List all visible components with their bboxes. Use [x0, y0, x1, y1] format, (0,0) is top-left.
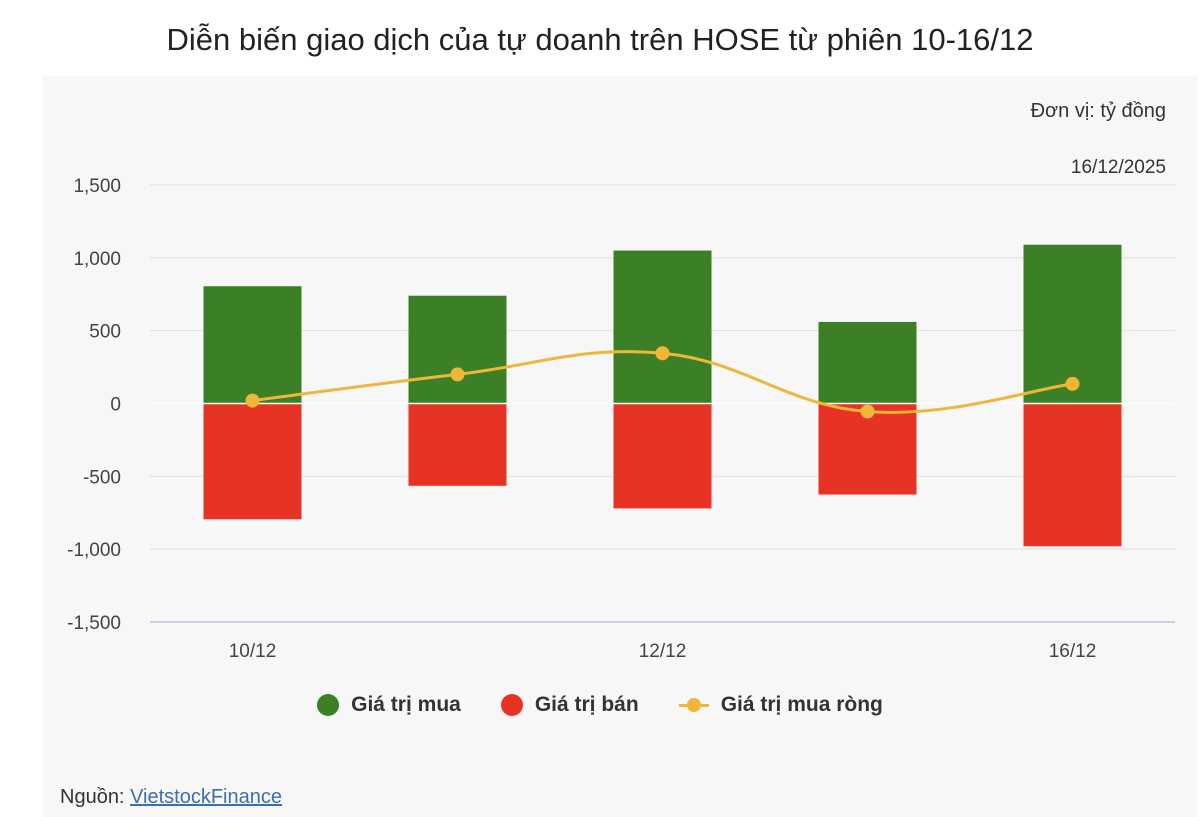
y-tick-label: -1,500 — [67, 613, 121, 634]
bar-buy — [613, 250, 712, 404]
legend-net-label: Giá trị mua ròng — [720, 693, 883, 716]
bar-sell — [613, 403, 712, 509]
legend-sell-marker — [500, 694, 523, 716]
bar-buy — [818, 321, 917, 404]
y-tick-label: 500 — [89, 322, 121, 343]
unit-label: Đơn vị: tỷ đồng — [1030, 100, 1166, 122]
net-point — [245, 393, 260, 408]
net-point — [1065, 376, 1080, 391]
bar-sell — [408, 403, 507, 486]
y-tick-label: 1,000 — [73, 249, 121, 270]
legend-net-marker — [678, 694, 709, 716]
bar-sell — [203, 403, 302, 520]
y-tick-label: -1,000 — [67, 540, 121, 561]
chart-title: Diễn biến giao dịch của tự doanh trên HO… — [166, 22, 1034, 57]
y-tick-label: -500 — [83, 467, 121, 488]
legend-buy-marker — [317, 694, 340, 716]
source-link[interactable]: VietstockFinance — [130, 786, 282, 808]
bar-sell — [1023, 403, 1122, 547]
legend-item-sell[interactable]: Giá trị bán — [500, 693, 639, 717]
y-tick-label: 1,500 — [73, 176, 121, 197]
net-point — [450, 367, 465, 382]
source-note: Nguồn: VietstockFinance — [60, 786, 282, 809]
legend-item-buy[interactable]: Giá trị mua — [317, 693, 461, 717]
legend-sell-label: Giá trị bán — [534, 693, 639, 716]
bar-buy — [408, 295, 507, 404]
x-tick-label: 12/12 — [639, 641, 687, 662]
source-prefix: Nguồn: — [60, 786, 125, 808]
legend-item-net[interactable]: Giá trị mua ròng — [678, 693, 883, 717]
legend: Giá trị mua Giá trị bán Giá trị mua ròng — [0, 693, 1200, 717]
net-point — [860, 404, 875, 419]
bar-buy — [203, 286, 302, 404]
net-point — [655, 346, 670, 361]
x-tick-label: 10/12 — [229, 641, 277, 662]
y-tick-label: 0 — [110, 395, 121, 416]
bar-sell — [818, 403, 917, 495]
date-label: 16/12/2025 — [1070, 157, 1166, 178]
x-tick-label: 16/12 — [1049, 641, 1097, 662]
legend-buy-label: Giá trị mua — [351, 693, 461, 716]
